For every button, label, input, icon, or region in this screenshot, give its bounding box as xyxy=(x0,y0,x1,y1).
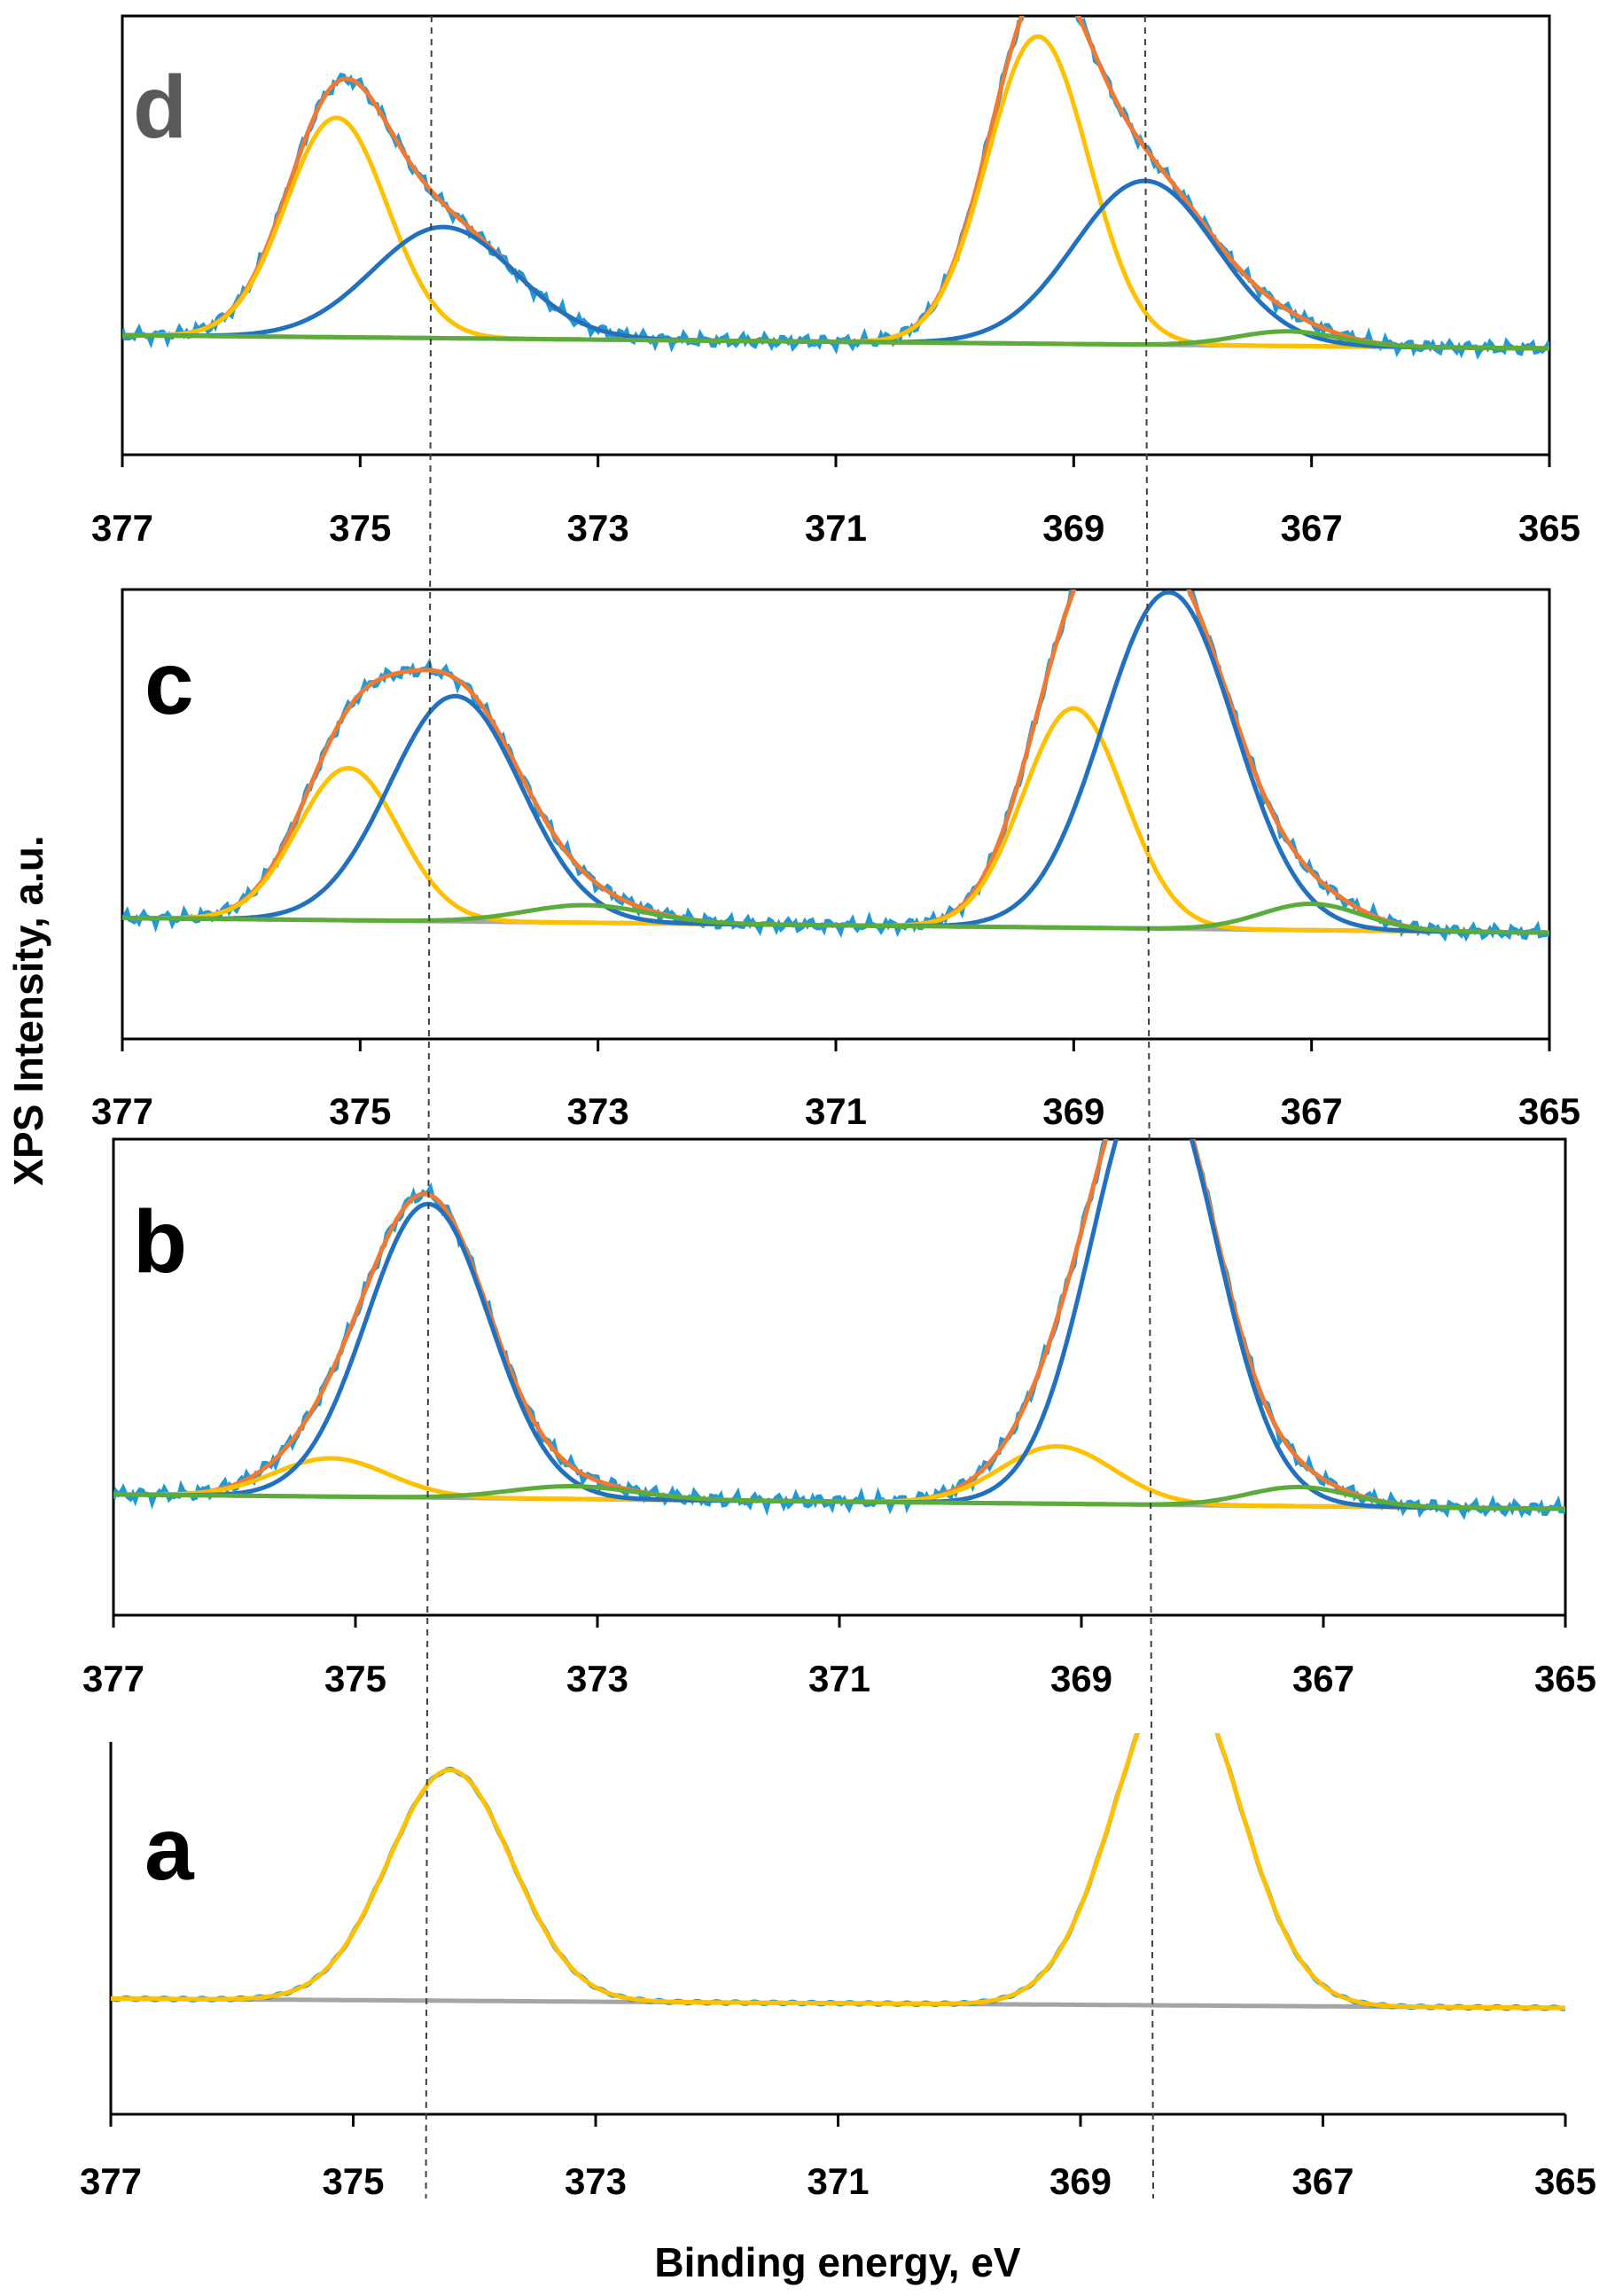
panel-label-d: d xyxy=(133,58,187,157)
x-tick-label: 367 xyxy=(1281,1090,1343,1132)
panel-b: 377 375 373 371 369 367 365 b xyxy=(82,1137,1596,1699)
x-tick-label: 365 xyxy=(1518,1090,1580,1132)
fit-component_3 xyxy=(113,1484,1565,1511)
curves xyxy=(122,590,1549,942)
x-tick-label: 371 xyxy=(808,1658,870,1699)
panel-a: 377 375 373 371 369 367 365 a xyxy=(80,1733,1596,2202)
x-tick-label: 365 xyxy=(1534,1658,1596,1699)
x-tick-label: 373 xyxy=(565,2160,627,2202)
x-tick-label: 375 xyxy=(329,507,391,549)
x-tick-label: 375 xyxy=(329,1090,391,1132)
curves xyxy=(113,1139,1565,1520)
x-tick-label: 371 xyxy=(805,1090,867,1132)
fit-envelope xyxy=(122,16,1549,351)
x-axis-title: Binding energy, eV xyxy=(654,2239,1021,2285)
x-tick-label: 367 xyxy=(1281,507,1343,549)
x-tick-label: 365 xyxy=(1518,507,1580,549)
y-axis-title: XPS Intensity, a.u. xyxy=(5,835,51,1185)
x-tick-label: 369 xyxy=(1049,2160,1112,2202)
curves xyxy=(111,1733,1565,2011)
x-tick-label: 377 xyxy=(82,1658,144,1699)
x-tick-label: 369 xyxy=(1042,1090,1104,1132)
x-tick-label: 377 xyxy=(91,1090,153,1132)
panels-layer: 377 375 373 371 369 367 365 d 377 375 373 371 369 367… xyxy=(80,14,1596,2202)
fit-component_1 xyxy=(122,706,1549,935)
x-tick-label: 365 xyxy=(1534,2160,1596,2202)
x-tick-label: 373 xyxy=(566,1658,628,1699)
x-tick-label: 373 xyxy=(567,507,629,549)
x-tick-label: 367 xyxy=(1292,1658,1354,1699)
panel-d: 377 375 373 371 369 367 365 d xyxy=(91,14,1580,549)
measured-spectrum xyxy=(122,16,1549,360)
x-tick-label: 373 xyxy=(567,1090,629,1132)
fit-component_3 xyxy=(122,329,1549,351)
fit-component_1 xyxy=(111,1733,1565,2011)
panel-label-b: b xyxy=(133,1192,187,1292)
x-tick-label: 375 xyxy=(324,1658,386,1699)
panel-label-c: c xyxy=(144,634,194,733)
x-tick-label: 371 xyxy=(807,2160,869,2202)
fit-component_2 xyxy=(122,590,1549,935)
panel-c: 377 375 373 371 369 367 365 c xyxy=(91,588,1580,1132)
panel-label-a: a xyxy=(144,1800,195,1899)
x-tick-label: 371 xyxy=(805,507,867,549)
x-tick-label: 377 xyxy=(91,507,153,549)
x-tick-label: 369 xyxy=(1050,1658,1112,1699)
fit-component_3 xyxy=(122,901,1549,935)
x-tick-label: 377 xyxy=(80,2160,142,2202)
x-tick-label: 375 xyxy=(322,2160,384,2202)
panel-frame xyxy=(121,588,1551,1041)
curves xyxy=(122,16,1549,360)
measured-spectrum xyxy=(111,1733,1565,2011)
reference-line xyxy=(425,15,433,2199)
x-tick-label: 369 xyxy=(1042,507,1104,549)
x-tick-label: 367 xyxy=(1291,2160,1354,2202)
fit-component_2 xyxy=(122,178,1549,351)
